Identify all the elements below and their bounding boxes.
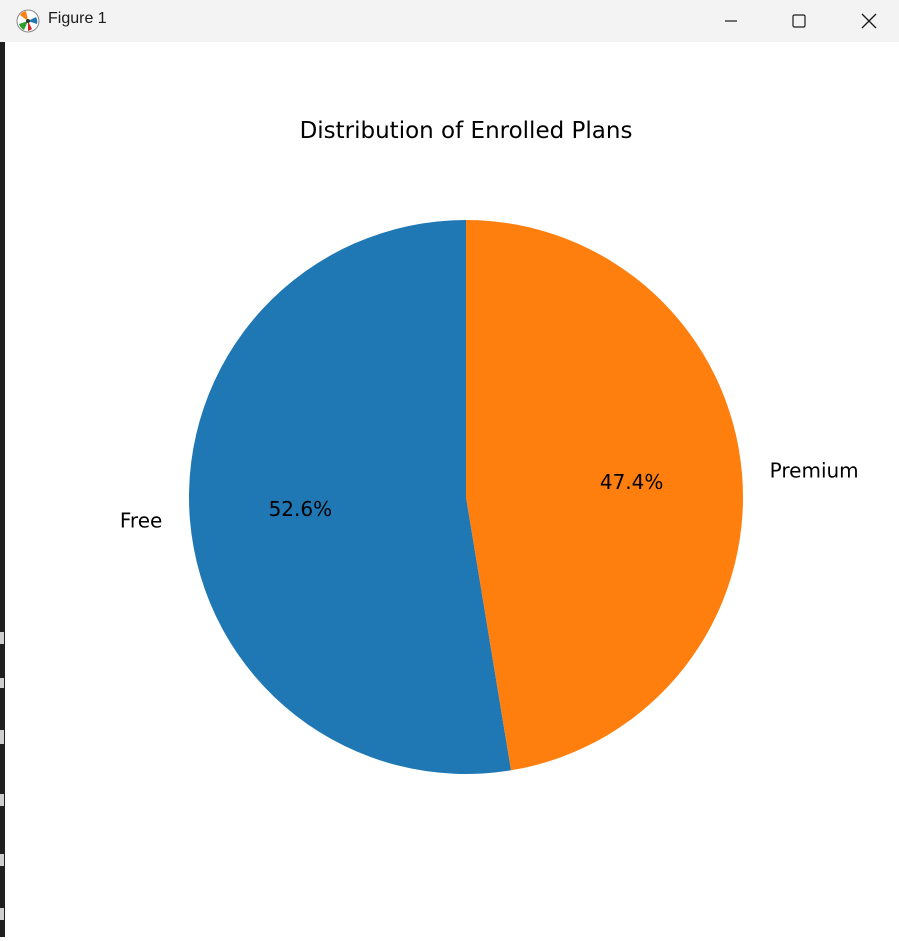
close-icon	[861, 13, 877, 29]
edge-mark	[0, 908, 4, 920]
edge-mark	[0, 730, 4, 744]
minimize-icon	[725, 20, 737, 22]
maximize-button[interactable]	[764, 0, 834, 42]
chart-title: Distribution of Enrolled Plans	[300, 118, 633, 144]
title-bar[interactable]: Figure 1	[0, 0, 899, 42]
edge-mark	[0, 632, 4, 644]
edge-mark	[0, 854, 4, 866]
pie-slice-premium	[466, 220, 744, 771]
pct-label-premium: 47.4%	[600, 470, 664, 494]
window-title: Figure 1	[48, 10, 107, 27]
figure-canvas: Distribution of Enrolled Plans 52.6% Free…	[5, 42, 899, 937]
pct-label-free: 52.6%	[269, 497, 333, 521]
category-label-free: Free	[120, 508, 162, 532]
matplotlib-icon	[16, 9, 40, 33]
pie-chart: Distribution of Enrolled Plans 52.6% Free…	[120, 118, 859, 774]
category-label-premium: Premium	[770, 459, 859, 483]
minimize-button[interactable]	[696, 0, 766, 42]
edge-mark	[0, 794, 4, 806]
maximize-icon	[792, 14, 806, 28]
close-button[interactable]	[834, 0, 899, 42]
pie-slice-free	[189, 220, 512, 774]
background-window-edge	[0, 42, 5, 937]
edge-mark	[0, 678, 4, 688]
